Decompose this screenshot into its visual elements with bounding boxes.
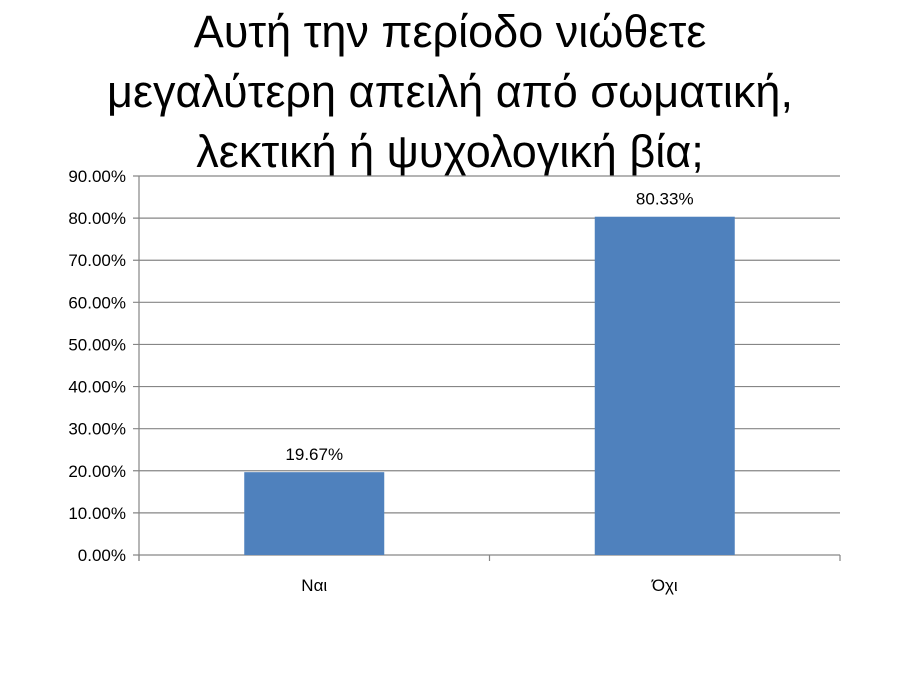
- y-tick-label: 80.00%: [68, 209, 126, 228]
- y-tick-label: 30.00%: [68, 420, 126, 439]
- bar: [244, 472, 385, 555]
- chart-title: Αυτή την περίοδο νιώθετε μεγαλύτερη απει…: [0, 2, 900, 182]
- y-tick-label: 50.00%: [68, 335, 126, 354]
- chart-title-line: Αυτή την περίοδο νιώθετε: [193, 6, 707, 57]
- y-tick-label: 20.00%: [68, 462, 126, 481]
- x-tick-label: Ναι: [301, 576, 327, 595]
- data-label: 19.67%: [285, 445, 343, 464]
- bar: [594, 216, 735, 556]
- chart-title-line: λεκτική ή ψυχολογική βία;: [196, 126, 704, 177]
- data-label: 80.33%: [636, 190, 694, 209]
- x-tick-label: Όχι: [651, 576, 678, 595]
- chart-title-line: μεγαλύτερη απειλή από σωματική,: [107, 66, 793, 117]
- y-tick-label: 40.00%: [68, 378, 126, 397]
- y-tick-label: 0.00%: [78, 546, 126, 565]
- y-tick-label: 10.00%: [68, 504, 126, 523]
- y-tick-label: 60.00%: [68, 293, 126, 312]
- y-tick-label: 70.00%: [68, 251, 126, 270]
- y-tick-label: 90.00%: [68, 167, 126, 186]
